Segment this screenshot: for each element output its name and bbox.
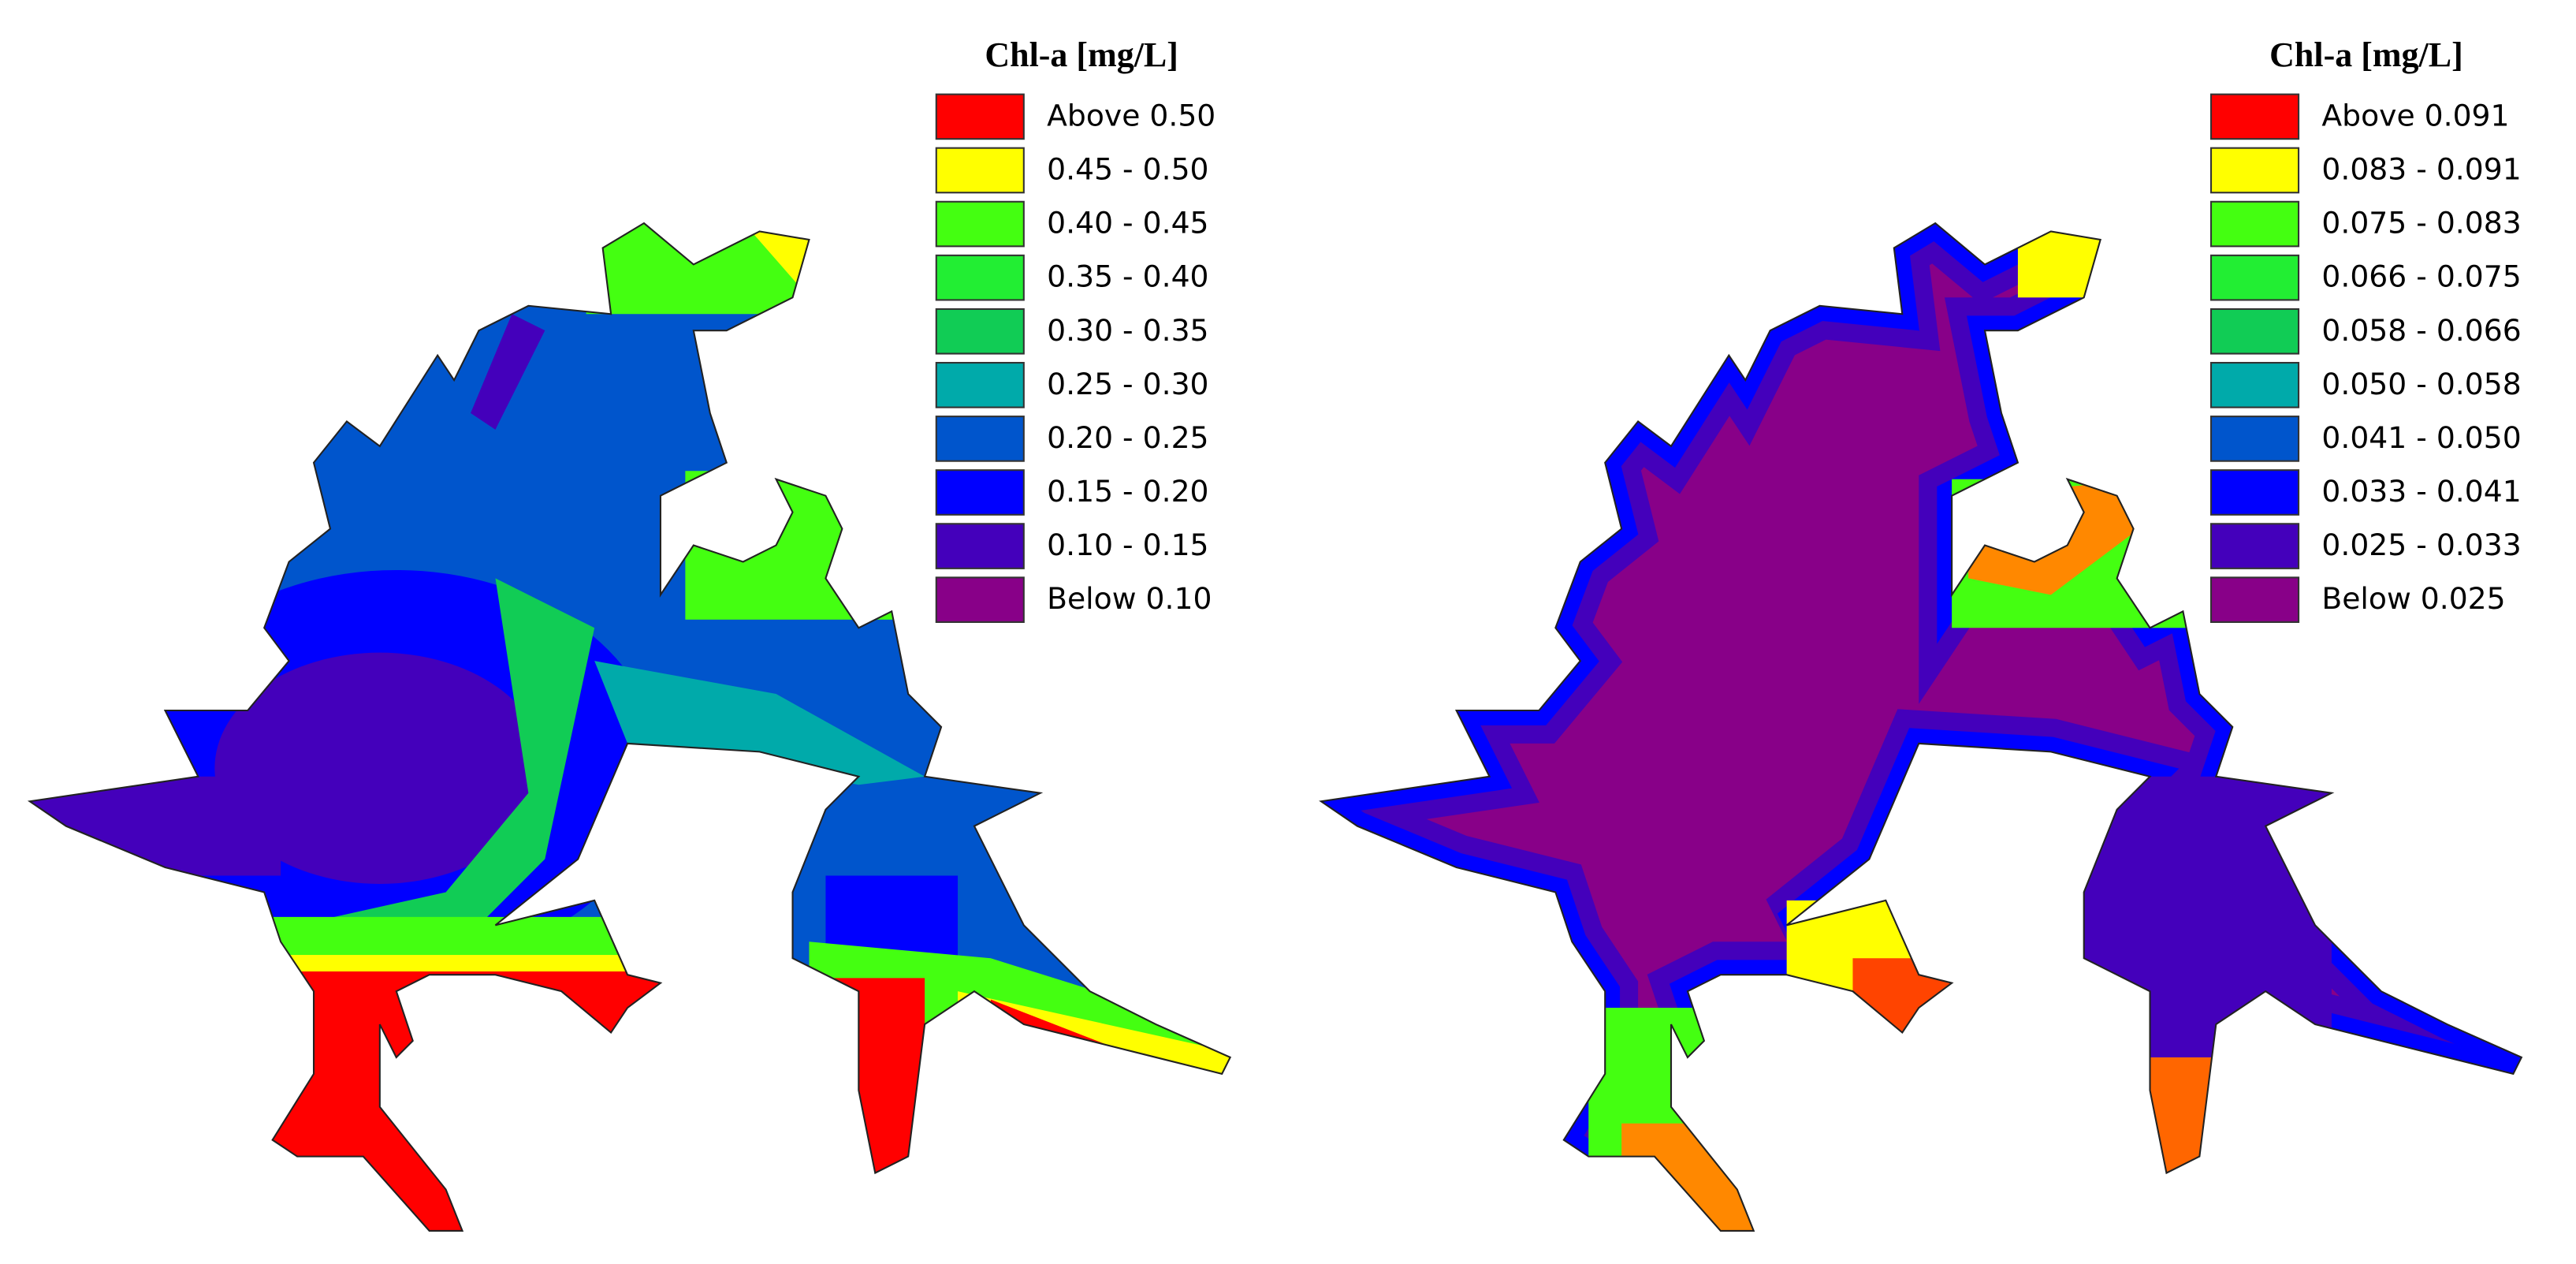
legend-swatch [2209,308,2300,355]
legend-title: Chl-a [mg/L] [2269,35,2463,74]
legend-swatch [935,576,1025,623]
legend-label: 0.025 - 0.033 [2321,528,2521,562]
legend: Chl-a [mg/L] Above 0.50 0.45 - 0.50 0.40 - … [935,35,1215,623]
legend-label: 0.033 - 0.041 [2321,474,2521,509]
legend-label: 0.066 - 0.075 [2321,259,2521,294]
legend-swatch [2209,147,2300,194]
legend-label: 0.15 - 0.20 [1047,474,1208,509]
legend-swatch [935,361,1025,408]
legend-label: 0.25 - 0.30 [1047,367,1208,401]
legend-label: 0.041 - 0.050 [2321,420,2521,455]
legend-swatch [935,469,1025,516]
legend-label: 0.075 - 0.083 [2321,206,2521,240]
legend-swatch [2209,93,2300,140]
legend-label: 0.30 - 0.35 [1047,313,1208,348]
legend-swatch [935,93,1025,140]
legend-label: 0.35 - 0.40 [1047,259,1208,294]
legend-swatch [2209,361,2300,408]
legend-label: Above 0.091 [2321,98,2509,132]
legend-label: 0.083 - 0.091 [2321,152,2521,187]
legend-label: 0.10 - 0.15 [1047,528,1208,562]
legend-swatch [2209,523,2300,569]
legend-title: Chl-a [mg/L] [985,35,1178,74]
map-left [28,222,1231,1232]
legend-swatch [2209,254,2300,301]
legend-label: Above 0.50 [1047,98,1215,132]
legend-label: 0.45 - 0.50 [1047,152,1208,187]
legend-label: 0.050 - 0.058 [2321,367,2521,401]
legend-swatch [935,308,1025,355]
legend: Chl-a [mg/L] Above 0.091 0.083 - 0.091 0.07… [2209,35,2522,623]
legend-swatch [2209,416,2300,462]
legend-swatch [935,416,1025,462]
legend-swatch [935,200,1025,248]
legend-swatch [935,147,1025,194]
legend-swatch [935,254,1025,301]
legend-label: Below 0.10 [1047,581,1212,616]
legends: Chl-a [mg/L] Above 0.50 0.45 - 0.50 0.40 - … [935,35,2522,623]
legend-label: 0.40 - 0.45 [1047,206,1208,240]
legend-swatch [2209,576,2300,623]
legend-label: Below 0.025 [2321,581,2505,616]
legend-swatch [2209,469,2300,516]
legend-swatch [2209,200,2300,248]
legend-label: 0.20 - 0.25 [1047,420,1208,455]
legend-swatch [935,523,1025,569]
legend-label: 0.058 - 0.066 [2321,313,2521,348]
